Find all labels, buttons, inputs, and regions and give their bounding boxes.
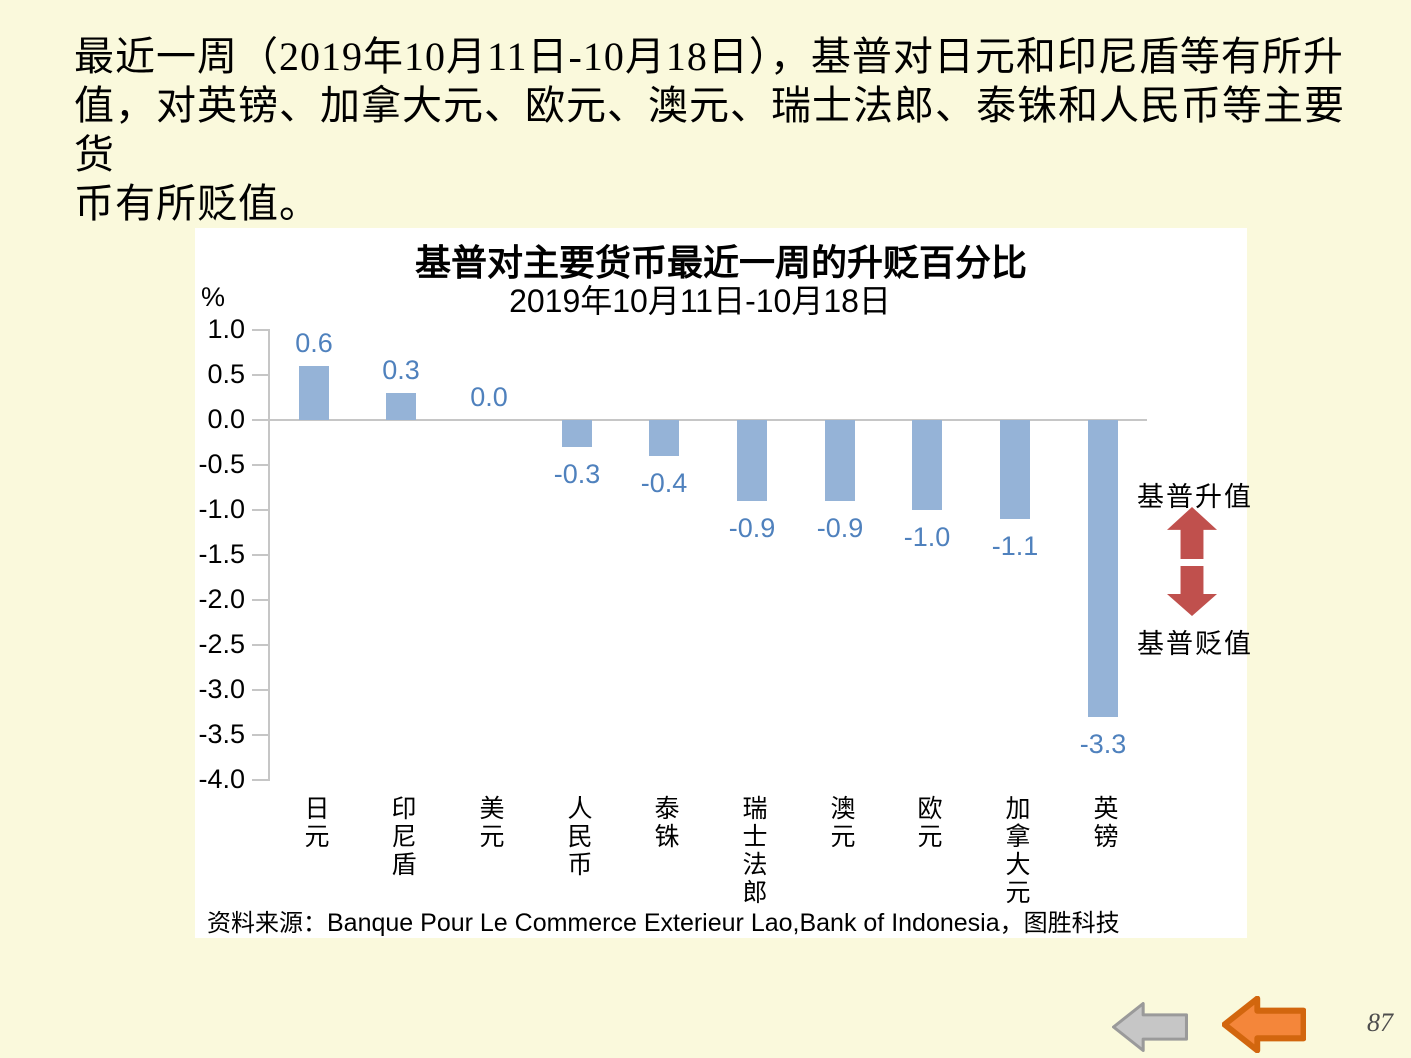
up-arrow-shape [1167,507,1217,559]
bar-value-label: -0.9 [728,513,776,543]
source-suffix: ，图胜科技 [999,911,1120,937]
chart-bar [1000,420,1030,519]
source-prefix: 资料来源： [207,911,327,937]
heading-line-3: 币有所贬值。 [74,181,320,226]
bar-value-label: -0.9 [816,513,864,543]
category-label: 泰铢 [651,795,678,851]
bar-value-label: -0.3 [553,459,601,489]
category-label: 人民币 [564,795,591,879]
chart-bar [386,393,416,420]
category-label: 澳元 [827,795,854,851]
category-label: 瑞士法郎 [739,795,766,907]
depreciation-annotation: 基普贬值 [1137,629,1253,659]
nav-back-orange-arrow-icon[interactable] [1222,996,1306,1053]
nav-back-gray-arrow-icon[interactable] [1112,1002,1188,1052]
x-axis-line [252,419,1147,421]
chart-title: 基普对主要货币最近一周的升贬百分比 [414,243,1027,283]
chart-bar [1088,420,1118,717]
chart-bar [825,420,855,501]
y-tick-label: 0.0 [207,404,245,434]
slide-heading: 最近一周（2019年10月11日-10月18日），基普对日元和印尼盾等有所升 值… [74,32,1384,228]
y-axis-unit-label: % [201,282,226,312]
chart-subtitle: 2019年10月11日-10月18日 [509,283,891,319]
y-tick-label: 0.5 [207,359,245,389]
y-tick-mark [252,734,270,736]
y-tick-mark [252,599,270,601]
page-number: 87 [1367,1008,1393,1037]
y-tick-label: -0.5 [198,449,245,479]
y-tick-mark [252,329,270,331]
chart-bar [562,420,592,447]
chart-bar [299,366,329,420]
source-note: 资料来源：Banque Pour Le Commerce Exterieur L… [207,903,1120,938]
bar-value-label: 0.0 [470,382,508,412]
y-tick-label: -2.5 [198,629,245,659]
y-tick-mark [252,779,270,781]
y-tick-label: 1.0 [207,314,245,344]
category-label: 英镑 [1090,795,1117,851]
y-tick-label: -4.0 [198,764,245,794]
heading-line-2: 值，对英镑、加拿大元、欧元、澳元、瑞士法郎、泰铢和人民币等主要货 [74,83,1345,177]
bar-chart-plot: 1.0 0.5 0.0 -0.5 -1.0 -1.5 -2.0 -2.5 -3.0 -3.5 -4.… [195,228,1247,938]
category-label: 美元 [476,795,503,851]
up-arrow-icon [1167,507,1217,559]
bar-value-label: 0.6 [295,328,333,358]
y-tick-label: -3.0 [198,674,245,704]
y-tick-mark [252,554,270,556]
bar-value-label: -1.0 [903,522,951,552]
y-tick-mark [252,374,270,376]
appreciation-annotation: 基普升值 [1137,482,1253,512]
category-label: 印尼盾 [388,795,415,879]
bar-value-label: -1.1 [991,531,1039,561]
nav-back-orange-arrow-shape[interactable] [1222,996,1306,1053]
category-label: 欧元 [914,795,941,851]
bar-value-label: 0.3 [382,355,420,385]
y-tick-label: -2.0 [198,584,245,614]
y-tick-label: -1.5 [198,539,245,569]
y-tick-mark [252,689,270,691]
bar-value-label: -0.4 [640,468,688,498]
y-tick-label: -1.0 [198,494,245,524]
y-tick-mark [252,464,270,466]
y-tick-mark [252,644,270,646]
y-tick-mark [252,509,270,511]
chart-panel: 基普对主要货币最近一周的升贬百分比 2019年10月11日-10月18日 % 1… [195,228,1251,938]
chart-bar [912,420,942,510]
bar-value-label: -3.3 [1079,729,1127,759]
category-label: 加拿大元 [1002,795,1029,907]
down-arrow-icon [1167,566,1217,616]
nav-back-gray-arrow-shape[interactable] [1112,1002,1188,1052]
chart-bar [649,420,679,456]
source-latin: Banque Pour Le Commerce Exterieur Lao,Ba… [327,909,1000,937]
category-label: 日元 [301,795,328,851]
heading-line-1: 最近一周（2019年10月11日-10月18日），基普对日元和印尼盾等有所升 [74,34,1344,79]
y-tick-label: -3.5 [198,719,245,749]
chart-bar [737,420,767,501]
down-arrow-shape [1167,566,1217,616]
